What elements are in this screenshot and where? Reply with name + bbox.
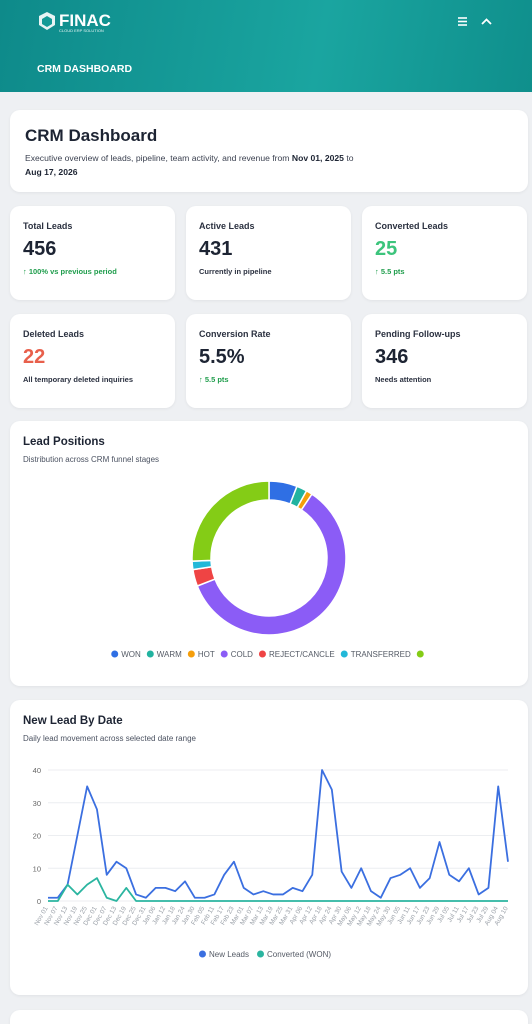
stat-value: 456 [23,238,57,260]
stat-value: 25 [375,238,398,260]
y-tick-label: 0 [37,897,41,906]
stat-label: Conversion Rate [199,329,271,339]
stat-label: Pending Follow-ups [375,329,461,339]
menu-icon[interactable] [458,17,467,26]
stat-card: Deleted Leads 22 All temporary deleted inq… [10,314,175,408]
chart-title: New Lead By Date [23,715,123,727]
connector: to [343,153,356,163]
legend: New Leads Converted (WON) [198,950,331,959]
stat-note: Needs attention [375,375,432,384]
line-series [48,877,508,902]
stat-label: Active Leads [199,221,255,231]
legend-swatch [340,650,348,658]
page-title: CRM Dashboard [25,126,158,145]
stat-note: ↑ 100% vs previous period [23,267,117,276]
stat-label: Total Leads [23,221,73,231]
y-tick-label: 40 [33,766,41,775]
collapse-icon[interactable] [481,18,492,25]
legend-label: REJECT/CANCLE [269,650,335,659]
stat-card: Active Leads 431 Currently in pipeline [186,206,351,300]
legend-swatch [198,950,206,958]
y-tick-label: 30 [33,799,41,808]
legend-label: New Leads [209,950,249,959]
legend-swatch [258,650,266,658]
stat-note: All temporary deleted inquiries [23,375,134,384]
legend-label: WON [121,650,141,659]
logo-tagline: CLOUD ERP SOLUTION [59,28,104,33]
stat-card: Pending Follow-ups 346 Needs attention [362,314,527,408]
legend-swatch [416,650,424,658]
legend-label: COLD [231,650,253,659]
line-card: New Lead By Date Daily lead movement acr… [10,700,528,995]
legend-swatch [111,650,119,658]
intro-card: CRM Dashboard Executive overview of lead… [10,110,528,192]
line-series [48,769,509,899]
stat-note: ↑ 5.5 pts [375,267,405,276]
stat-note: ↑ 5.5 pts [199,375,229,384]
y-tick-label: 20 [33,832,41,841]
header: FINAC CLOUD ERP SOLUTION CRM DASHBOARD [0,0,532,92]
date-to: Aug 17, 2026 [25,167,78,177]
stat-value: 431 [199,238,233,260]
legend-label: HOT [198,650,215,659]
legend-swatch [257,950,265,958]
y-tick-label: 10 [33,864,41,873]
legend-swatch [187,650,195,658]
stat-label: Converted Leads [375,221,449,231]
legend-label: TRANSFERRED [351,650,411,659]
stat-value: 5.5% [199,346,245,368]
legend-swatch [220,650,228,658]
logo-text: FINAC [59,11,111,30]
chart-subtitle: Daily lead movement across selected date… [23,734,196,743]
legend-label: Converted (WON) [267,950,331,959]
donut-segment [196,493,347,636]
date-from: Nov 01, 2025 [291,153,344,163]
donut-chart: WON WARM HOT COLD REJECT/CANCLE TRANSFERRED [111,480,424,659]
next-card [10,1010,528,1024]
legend-swatch [146,650,154,658]
description: Executive overview of leads, pipeline, t… [25,153,292,163]
intro-description: Executive overview of leads, pipeline, t… [25,151,355,179]
chart-title: Lead Positions [23,436,105,448]
stat-card: Conversion Rate 5.5% ↑ 5.5 pts [186,314,351,408]
donut-segment [191,480,270,562]
legend-label: WARM [157,650,182,659]
chart-subtitle: Distribution across CRM funnel stages [23,455,160,464]
donut-card: Lead Positions Distribution across CRM f… [10,421,528,686]
logo-icon [39,12,55,30]
header-graphics: FINAC CLOUD ERP SOLUTION CRM DASHBOARD [37,11,492,75]
stat-label: Deleted Leads [23,329,85,339]
stat-card: Converted Leads 25 ↑ 5.5 pts [362,206,527,300]
stat-value: 346 [375,346,409,368]
stat-card: Total Leads 456 ↑ 100% vs previous period [10,206,175,300]
stat-value: 22 [23,346,46,368]
stat-note: Currently in pipeline [199,267,272,276]
legend: WON WARM HOT COLD REJECT/CANCLE TRANSFERRED [111,650,424,659]
nav-item[interactable]: CRM DASHBOARD [37,63,132,75]
